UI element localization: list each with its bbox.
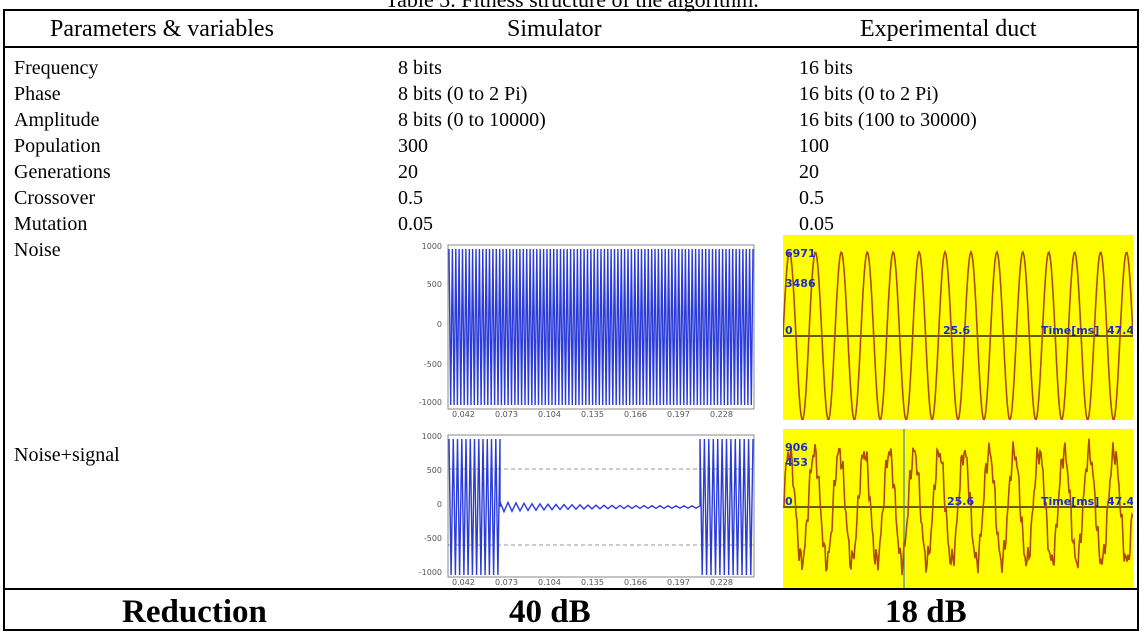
table-row: Frequency 8 bits 16 bits [5, 56, 1137, 82]
x-tick-label: 0.166 [624, 410, 647, 419]
table-caption: Table 3. Fitness structure of the algori… [0, 0, 1144, 11]
simulator-cell: 0.5 [398, 187, 423, 209]
y-tick-label: -1000 [419, 398, 442, 407]
simulator-noise-plot: 1000 500 0 -500 -1000 0.042 0.073 0.104 … [419, 242, 755, 419]
experimental-cell: 0.05 [799, 213, 834, 235]
param-cell: Generations [14, 161, 111, 183]
y-tick-label: 500 [427, 280, 442, 289]
amplitude-label: 3486 [785, 277, 816, 290]
table-row: Generations 20 20 [5, 160, 1137, 186]
experimental-cell: 16 bits (100 to 30000) [799, 109, 977, 131]
experimental-noise-plot: 6971 3486 0 25.6 Time[ms] 47.4 [783, 235, 1133, 420]
y-tick-label: -500 [424, 360, 442, 369]
noise-waveform [448, 248, 754, 406]
table-row: Phase 8 bits (0 to 2 Pi) 16 bits (0 to 2… [5, 82, 1137, 108]
table-header: Parameters & variables Simulator Experim… [5, 11, 1137, 48]
x-tick-label: 0.042 [452, 410, 475, 419]
x-tick-label: 0.197 [667, 578, 690, 587]
param-cell: Mutation [14, 213, 88, 235]
axis-zero-label: 0 [785, 495, 793, 508]
param-cell: Crossover [14, 187, 96, 209]
table-row: Crossover 0.5 0.5 [5, 186, 1137, 212]
y-tick-label: 1000 [422, 242, 442, 251]
experimental-cell: 100 [799, 135, 829, 157]
x-tick-label: 0.135 [581, 578, 604, 587]
table-row: Mutation 0.05 0.05 [5, 212, 1137, 238]
simulator-cell: 300 [398, 135, 428, 157]
noise-waveform [783, 249, 1133, 420]
simulator-noise-signal-plot: 1000 500 0 -500 -1000 0.042 0.073 0.104 … [419, 432, 755, 587]
simulator-cell: 0.05 [398, 213, 433, 235]
simulator-cell: 20 [398, 161, 418, 183]
table-row: Population 300 100 [5, 134, 1137, 160]
y-tick-label: -500 [424, 534, 442, 543]
param-cell: Frequency [14, 57, 99, 79]
y-tick-label: 0 [437, 500, 442, 509]
table-row: Amplitude 8 bits (0 to 10000) 16 bits (1… [5, 108, 1137, 134]
axis-end-label: 47.4 [1107, 324, 1133, 337]
experimental-cell: 20 [799, 161, 819, 183]
header-parameters: Parameters & variables [50, 16, 274, 42]
axis-end-label: 47.4 [1107, 495, 1133, 508]
y-tick-label: -1000 [419, 568, 442, 577]
x-tick-label: 0.042 [452, 578, 475, 587]
experimental-noise-signal-plot: 906 453 0 25.6 Time[ms] 47.4 [783, 429, 1133, 590]
experimental-cell: 16 bits [799, 57, 853, 79]
param-cell: Phase [14, 83, 61, 105]
x-tick-label: 0.073 [495, 578, 518, 587]
x-tick-label: 0.104 [538, 410, 561, 419]
param-cell: Population [14, 135, 101, 157]
amplitude-label: 453 [785, 456, 808, 469]
x-tick-label: 0.135 [581, 410, 604, 419]
x-tick-label: 0.228 [710, 410, 733, 419]
param-cell: Amplitude [14, 109, 100, 131]
x-tick-label: 0.104 [538, 578, 561, 587]
noise-signal-label: Noise+signal [14, 444, 120, 466]
simulator-cell: 8 bits (0 to 2 Pi) [398, 83, 528, 105]
x-tick-label: 0.073 [495, 410, 518, 419]
amplitude-label: 6971 [785, 247, 816, 260]
reduction-simulator: 40 dB [509, 594, 591, 630]
header-experimental: Experimental duct [860, 16, 1037, 42]
noise-signal-waveform [783, 438, 1133, 576]
y-tick-label: 500 [427, 466, 442, 475]
y-tick-label: 1000 [422, 432, 442, 441]
x-tick-label: 0.197 [667, 410, 690, 419]
axis-title: Time[ms] [1041, 495, 1099, 508]
reduction-experimental: 18 dB [885, 594, 967, 630]
reduction-row: Reduction 40 dB 18 dB [5, 588, 1137, 630]
experimental-cell: 0.5 [799, 187, 824, 209]
y-tick-label: 0 [437, 320, 442, 329]
axis-mid-label: 25.6 [943, 324, 970, 337]
x-tick-label: 0.228 [710, 578, 733, 587]
simulator-cell: 8 bits (0 to 10000) [398, 109, 546, 131]
axis-mid-label: 25.6 [947, 495, 974, 508]
noise-label: Noise [14, 239, 61, 261]
axis-title: Time[ms] [1041, 324, 1099, 337]
noise-signal-waveform [448, 438, 754, 576]
header-simulator: Simulator [507, 16, 602, 42]
amplitude-label: 906 [785, 441, 808, 454]
experimental-cell: 16 bits (0 to 2 Pi) [799, 83, 939, 105]
simulator-cell: 8 bits [398, 57, 442, 79]
plot-background [783, 235, 1133, 420]
results-table: Parameters & variables Simulator Experim… [3, 9, 1139, 631]
reduction-label: Reduction [122, 594, 267, 630]
axis-zero-label: 0 [785, 324, 793, 337]
x-tick-label: 0.166 [624, 578, 647, 587]
